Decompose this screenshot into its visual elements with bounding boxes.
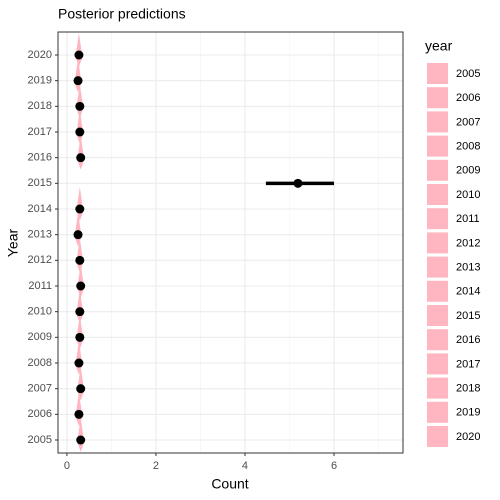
- point: [76, 281, 86, 291]
- legend-key: [427, 256, 448, 278]
- legend-key: [427, 377, 448, 399]
- legend-label: 2006: [456, 92, 480, 104]
- panel: [58, 32, 403, 453]
- point: [74, 358, 84, 368]
- point: [75, 332, 85, 342]
- y-tick-label: 2014: [28, 203, 52, 215]
- panel-border: [57, 31, 404, 454]
- point: [293, 178, 303, 188]
- legend-label: 2014: [456, 286, 480, 298]
- y-tick-label: 2007: [28, 383, 52, 395]
- x-tick-label: 0: [64, 460, 70, 472]
- chart-title: Posterior predictions: [58, 6, 186, 22]
- y-tick-label: 2011: [28, 280, 52, 292]
- y-tick-label: 2005: [28, 434, 52, 446]
- y-tick-label: 2020: [28, 49, 52, 61]
- legend-key: [427, 208, 448, 230]
- legend-key: [427, 280, 448, 302]
- legend-key: [427, 111, 448, 133]
- y-axis-title: Year: [5, 229, 21, 258]
- legend-key: [427, 353, 448, 375]
- point: [73, 230, 83, 240]
- legend-label: 2016: [456, 334, 480, 346]
- legend-key: [427, 63, 448, 84]
- legend-key: [427, 184, 448, 205]
- x-tick-label: 2: [153, 460, 159, 472]
- point: [74, 409, 84, 419]
- y-tick-label: 2008: [28, 357, 52, 369]
- point: [75, 101, 85, 111]
- legend-label: 2015: [456, 310, 480, 322]
- legend-key: [427, 159, 448, 181]
- y-tick-label: 2016: [28, 152, 52, 164]
- y-tick-label: 2017: [28, 126, 52, 138]
- legend-key: [427, 232, 448, 254]
- x-axis-title: Count: [211, 476, 248, 492]
- legend-label: 2019: [456, 407, 480, 419]
- point: [75, 307, 85, 317]
- legend-label: 2020: [456, 431, 480, 443]
- x-tick-label: 4: [242, 460, 248, 472]
- y-tick-label: 2012: [28, 254, 52, 266]
- y-tick-label: 2019: [28, 75, 52, 87]
- y-tick-label: 2013: [28, 229, 52, 241]
- y-tick-label: 2018: [28, 100, 52, 112]
- point: [76, 384, 86, 394]
- x-tick-label: 6: [331, 460, 337, 472]
- legend-label: 2010: [456, 189, 480, 201]
- legend-key: [427, 426, 448, 447]
- legend-key: [427, 135, 448, 157]
- point: [76, 435, 86, 445]
- legend-key: [427, 401, 448, 423]
- legend-key: [427, 87, 448, 109]
- point: [73, 76, 83, 86]
- point: [74, 50, 84, 60]
- legend-label: 2017: [456, 358, 480, 370]
- legend-label: 2013: [456, 262, 480, 274]
- legend-key: [427, 305, 448, 326]
- y-tick-label: 2010: [28, 306, 52, 318]
- point: [75, 127, 85, 137]
- legend-label: 2012: [456, 237, 480, 249]
- point: [75, 255, 85, 265]
- y-tick-label: 2009: [28, 331, 52, 343]
- legend-label: 2018: [456, 383, 480, 395]
- point: [76, 153, 86, 163]
- legend-title: year: [425, 38, 453, 54]
- y-tick-label: 2015: [28, 177, 52, 189]
- legend-label: 2008: [456, 141, 480, 153]
- legend-key: [427, 329, 448, 351]
- legend-label: 2009: [456, 165, 480, 177]
- legend-label: 2007: [456, 116, 480, 128]
- y-tick-label: 2006: [28, 408, 52, 420]
- legend-label: 2005: [456, 68, 480, 80]
- legend-label: 2011: [456, 213, 480, 225]
- point: [75, 204, 85, 214]
